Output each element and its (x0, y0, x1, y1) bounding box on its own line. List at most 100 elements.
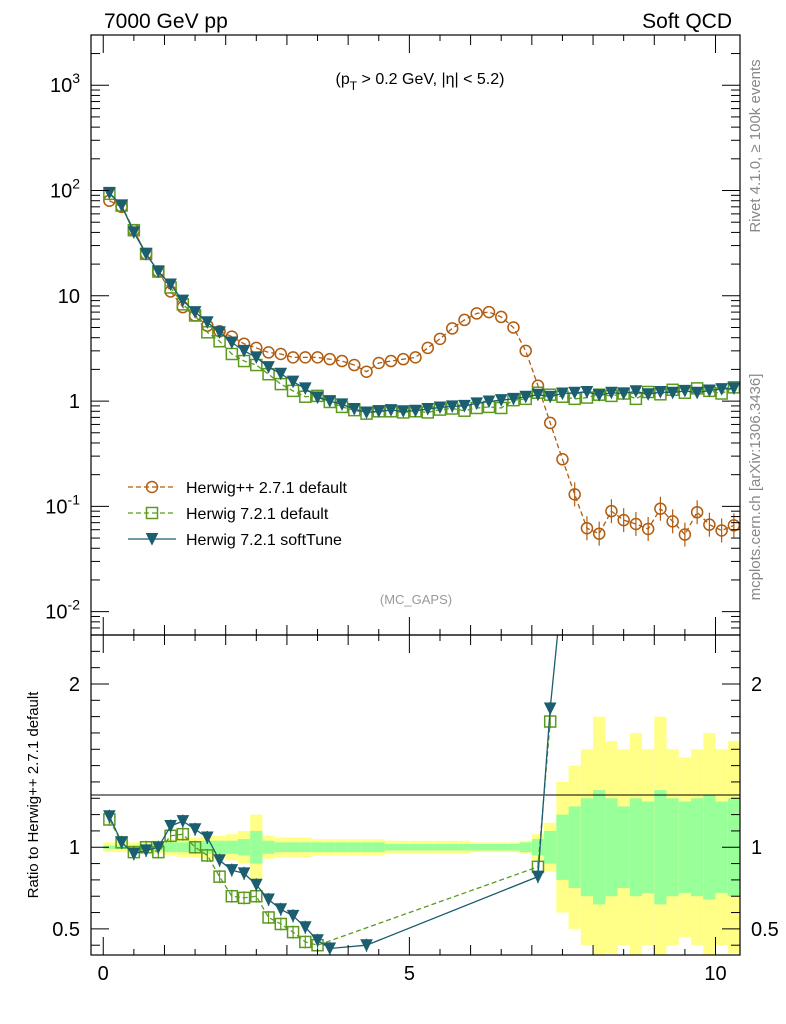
data-point (592, 527, 606, 540)
band-inner (446, 843, 459, 851)
header-right-title: Soft QCD (642, 10, 732, 33)
data-point (286, 375, 300, 389)
y-tick-label-ratio-right: 2 (751, 674, 762, 696)
ratio-point (188, 840, 202, 854)
data-point (201, 316, 214, 329)
data-point (507, 392, 520, 406)
data-point (715, 524, 728, 537)
ratio-point (250, 878, 263, 892)
ratio-point (225, 889, 239, 903)
data-point (237, 344, 251, 358)
main-series-group (103, 186, 740, 547)
data-point (421, 341, 434, 355)
ratio-point (127, 847, 141, 861)
data-point (629, 517, 643, 531)
data-point (617, 513, 630, 527)
band-inner (335, 842, 349, 853)
band-inner (409, 843, 422, 851)
legend-label: Herwig 7.2.1 softTune (186, 532, 342, 549)
data-point (592, 389, 606, 402)
data-point (286, 351, 300, 364)
ratio-point (152, 841, 165, 854)
band-inner (691, 798, 704, 897)
band-inner (531, 839, 545, 856)
y-tick-label-ratio-left: 0.5 (52, 919, 80, 941)
data-point (360, 406, 373, 420)
data-point (164, 278, 177, 292)
data-point (519, 390, 533, 404)
data-point (384, 354, 398, 368)
legend-label: Herwig 7.2.1 default (186, 506, 329, 523)
ratio-point (213, 854, 226, 867)
band-inner (715, 801, 728, 893)
data-point (556, 387, 569, 401)
data-point (641, 522, 655, 536)
ratio-line-1 (108, 635, 559, 950)
y-tick-exponent: -2 (68, 597, 81, 613)
data-point (213, 326, 226, 339)
band-inner (225, 840, 238, 854)
band-inner (237, 839, 251, 856)
ratio-point (531, 870, 545, 884)
band-inner (507, 843, 520, 851)
band-inner (470, 843, 483, 851)
data-point (519, 344, 532, 358)
data-point (654, 502, 667, 515)
band-inner (311, 842, 324, 853)
rivet-label: Rivet 4.1.0, ≥ 100k events (747, 59, 764, 232)
y-tick-exponent: 2 (72, 176, 80, 192)
ratio-point (176, 827, 190, 841)
data-point (727, 519, 740, 532)
data-point (641, 388, 655, 401)
data-point (556, 453, 569, 466)
data-point (482, 305, 496, 319)
ratio-point (262, 893, 275, 907)
ratio-point (103, 810, 116, 823)
data-point (384, 404, 398, 417)
data-point (433, 332, 447, 346)
ratio-point (164, 820, 177, 833)
cut-annotation: (pT > 0.2 GeV, |η| < 5.2) (336, 71, 505, 93)
band-inner (250, 830, 263, 864)
data-point (568, 386, 581, 400)
ratio-point (557, 581, 568, 592)
data-point (152, 265, 165, 279)
band-inner (593, 790, 606, 905)
data-point (360, 365, 373, 378)
y-tick-base: 10 (50, 75, 72, 97)
y-tick-label-main: 10-2 (45, 597, 80, 624)
data-point (654, 385, 667, 399)
data-point (421, 403, 435, 416)
band-inner (299, 842, 312, 853)
band-inner (629, 798, 643, 897)
ratio-point (274, 903, 288, 916)
data-point (311, 391, 324, 405)
band-inner (164, 842, 177, 853)
y-tick-base: 10 (58, 286, 80, 308)
y-tick-label-ratio-left: 1 (69, 837, 80, 859)
ratio-plot-frame (90, 634, 741, 956)
y-tick-base: 10 (50, 181, 72, 203)
y-tick-label-main: 10 (58, 286, 80, 308)
ratio-point (201, 831, 214, 845)
ratio-point (115, 836, 128, 849)
data-point (543, 416, 557, 430)
data-point (262, 361, 275, 374)
data-point (188, 306, 202, 319)
data-point (458, 399, 471, 413)
data-point (139, 247, 153, 261)
data-point (347, 403, 361, 416)
ratio-point (262, 911, 275, 924)
data-point (605, 504, 618, 518)
data-point (531, 388, 545, 402)
data-point (690, 386, 704, 400)
data-point (666, 386, 679, 400)
band-inner (703, 795, 716, 900)
band-inner (642, 801, 655, 893)
legend-marker (145, 533, 159, 546)
data-point (397, 352, 410, 366)
data-point (617, 387, 630, 401)
x-tick-label: 5 (404, 963, 415, 985)
